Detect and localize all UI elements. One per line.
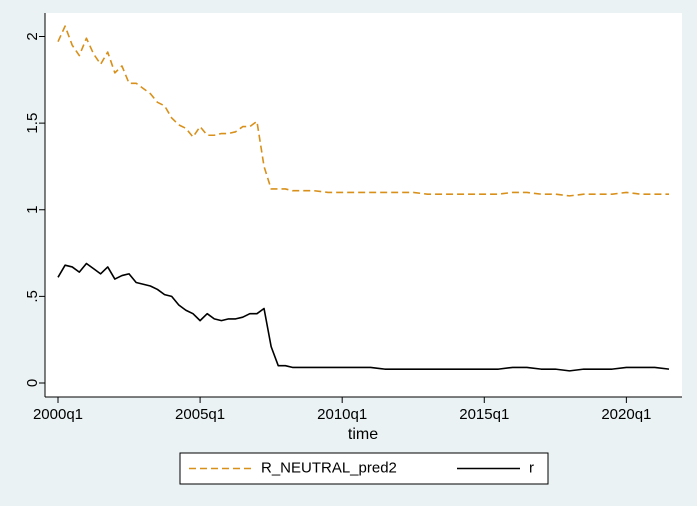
y-tick-label: 1.5 <box>24 113 41 134</box>
x-tick-label: 2020q1 <box>601 406 651 423</box>
x-axis-title: time <box>348 426 378 443</box>
y-tick-label: 1 <box>24 206 41 214</box>
y-tick-label: .5 <box>24 290 41 303</box>
x-tick-label: 2010q1 <box>317 406 367 423</box>
x-tick-label: 2000q1 <box>33 406 83 423</box>
legend-label-r-neutral-pred2: R_NEUTRAL_pred2 <box>261 459 397 476</box>
legend: R_NEUTRAL_pred2 r <box>189 459 534 476</box>
series-layer <box>57 25 670 372</box>
y-tick-label: 0 <box>24 379 41 387</box>
x-axis-ticks: 2000q1 2005q1 2010q1 2015q1 2020q1 <box>33 397 651 423</box>
x-tick-label: 2005q1 <box>175 406 225 423</box>
series-line-r <box>57 262 670 372</box>
series-line-r-neutral-pred2 <box>57 25 669 197</box>
x-tick-label: 2015q1 <box>459 406 509 423</box>
legend-label-r: r <box>529 459 534 476</box>
y-axis-ticks: 0 .5 1 1.5 2 <box>24 32 45 387</box>
y-tick-label: 2 <box>24 32 41 40</box>
plot-area <box>45 13 682 397</box>
legend-box <box>179 452 549 485</box>
